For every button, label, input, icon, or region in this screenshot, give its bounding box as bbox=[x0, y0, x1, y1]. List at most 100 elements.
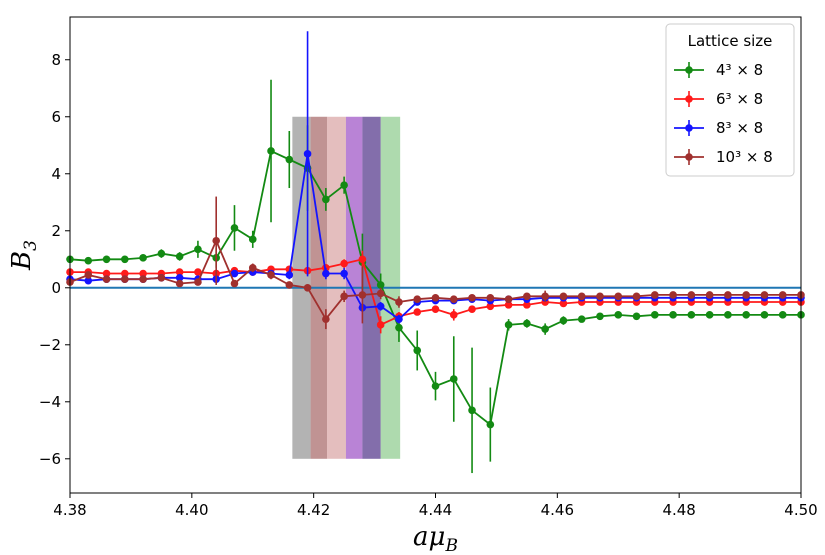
y-tick-label: 8 bbox=[51, 51, 61, 69]
data-point bbox=[449, 375, 458, 383]
data-point bbox=[102, 269, 111, 278]
legend-entries: 4³ × 8 6³ × 8 8³ × 8 10³ × 8 bbox=[674, 61, 773, 166]
data-point bbox=[651, 311, 659, 319]
y-tick-label: 0 bbox=[51, 279, 61, 297]
data-point bbox=[596, 292, 604, 301]
data-point bbox=[577, 292, 586, 301]
data-point bbox=[194, 245, 202, 254]
data-point bbox=[194, 278, 202, 286]
data-point bbox=[175, 252, 184, 261]
data-point bbox=[742, 311, 750, 319]
x-tick-label: 4.38 bbox=[53, 501, 86, 519]
data-point bbox=[523, 301, 531, 309]
data-point bbox=[194, 268, 202, 276]
data-point bbox=[778, 311, 787, 319]
data-point bbox=[705, 291, 714, 299]
x-tick-label: 4.44 bbox=[419, 501, 452, 519]
data-point bbox=[614, 311, 623, 319]
x-tick-label: 4.46 bbox=[541, 501, 574, 519]
legend-box bbox=[665, 23, 795, 177]
data-point bbox=[267, 271, 275, 279]
data-point bbox=[358, 255, 367, 264]
legend-marker bbox=[685, 95, 693, 103]
data-point bbox=[340, 259, 348, 268]
data-point bbox=[577, 315, 586, 323]
data-point bbox=[175, 279, 184, 288]
data-point bbox=[102, 255, 111, 264]
data-point bbox=[376, 321, 385, 329]
data-point bbox=[121, 255, 129, 264]
data-point bbox=[248, 264, 257, 272]
data-point bbox=[504, 321, 513, 329]
legend-label: 4³ × 8 bbox=[716, 61, 763, 79]
data-point bbox=[724, 291, 732, 299]
data-point bbox=[303, 283, 312, 292]
data-point bbox=[230, 224, 239, 232]
data-point bbox=[486, 420, 495, 429]
x-tick-label: 4.50 bbox=[784, 501, 817, 519]
data-point bbox=[175, 274, 184, 282]
series-1 bbox=[66, 250, 805, 334]
data-point bbox=[212, 236, 220, 245]
data-point bbox=[431, 382, 440, 390]
data-point bbox=[669, 311, 677, 319]
data-point bbox=[559, 292, 568, 301]
legend-entry: 8³ × 8 bbox=[674, 119, 763, 137]
data-point bbox=[449, 311, 458, 319]
data-point bbox=[541, 292, 549, 301]
data-point bbox=[102, 275, 111, 284]
data-point bbox=[413, 295, 422, 303]
data-point bbox=[230, 269, 239, 278]
data-point bbox=[376, 281, 385, 289]
legend-marker bbox=[685, 124, 693, 132]
data-point bbox=[724, 311, 732, 319]
legend-entry: 6³ × 8 bbox=[674, 90, 763, 108]
data-point bbox=[431, 305, 440, 313]
data-point bbox=[395, 298, 403, 306]
data-point bbox=[121, 275, 129, 284]
data-point bbox=[486, 302, 495, 311]
data-point bbox=[285, 271, 294, 279]
y-tick-label: 6 bbox=[51, 108, 61, 126]
y-axis-label-sub: 3 bbox=[21, 240, 41, 251]
data-point bbox=[84, 256, 93, 265]
data-point bbox=[632, 292, 641, 301]
data-point bbox=[340, 292, 348, 301]
data-point bbox=[760, 311, 769, 319]
data-point bbox=[84, 276, 93, 285]
data-point bbox=[395, 315, 403, 323]
x-axis-label: aμB bbox=[413, 522, 458, 555]
y-axis-label-main: B bbox=[7, 251, 37, 271]
legend-label: 6³ × 8 bbox=[716, 90, 763, 108]
x-axis-ticks: 4.38 4.40 4.42 4.44 4.46 4.48 4.50 bbox=[53, 493, 818, 519]
data-point bbox=[431, 293, 440, 302]
data-point bbox=[614, 292, 623, 301]
y-tick-label: −4 bbox=[39, 393, 61, 411]
legend-marker bbox=[685, 153, 693, 161]
data-point bbox=[705, 311, 714, 319]
data-point bbox=[687, 291, 696, 299]
y-tick-label: −6 bbox=[39, 450, 61, 468]
y-tick-label: 2 bbox=[51, 222, 61, 240]
data-point bbox=[742, 291, 750, 299]
data-point bbox=[596, 312, 604, 321]
data-point bbox=[760, 291, 769, 299]
data-point bbox=[523, 292, 531, 301]
data-point bbox=[358, 291, 367, 299]
y-axis-label: B3 bbox=[7, 240, 41, 271]
legend-entry: 4³ × 8 bbox=[674, 61, 763, 79]
data-point bbox=[157, 274, 166, 282]
x-tick-label: 4.42 bbox=[297, 501, 330, 519]
series-3 bbox=[66, 196, 805, 330]
data-point bbox=[303, 150, 312, 158]
data-point bbox=[669, 291, 677, 299]
data-point bbox=[523, 319, 531, 328]
data-point bbox=[468, 406, 476, 415]
data-point bbox=[285, 155, 294, 164]
data-point bbox=[139, 254, 147, 262]
data-point bbox=[376, 289, 385, 298]
data-series bbox=[66, 31, 805, 474]
data-point bbox=[285, 281, 294, 289]
y-tick-label: 4 bbox=[51, 165, 61, 183]
data-point bbox=[340, 181, 348, 189]
